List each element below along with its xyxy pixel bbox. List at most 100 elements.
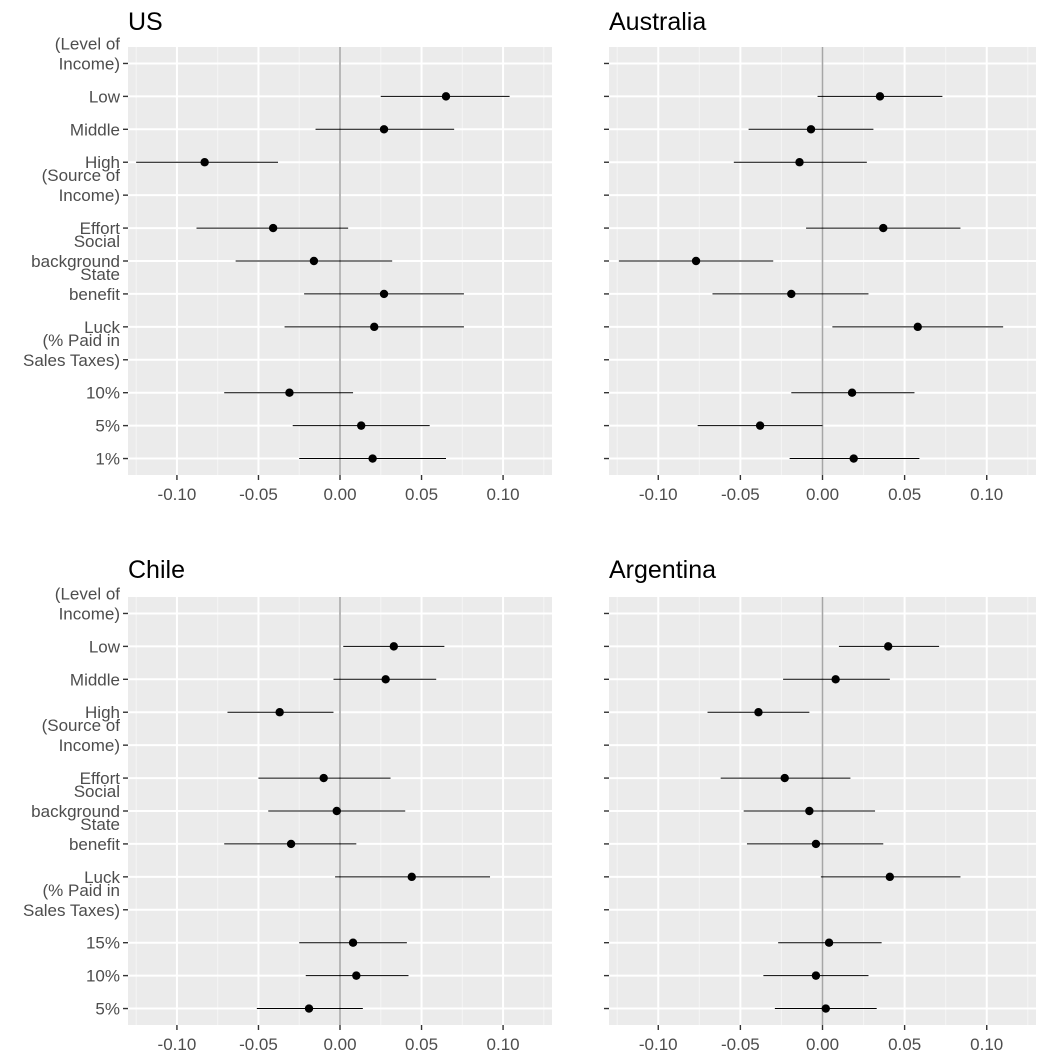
y-tick-label-line: 15% <box>86 934 120 953</box>
x-tick-label: -0.05 <box>239 485 278 504</box>
y-tick-label-line: Income) <box>59 736 120 755</box>
x-tick-label: 0.05 <box>888 485 921 504</box>
point-estimate <box>795 158 804 167</box>
y-tick-label-line: Sales Taxes) <box>23 351 120 370</box>
y-tick-label-line: State <box>80 815 120 834</box>
y-tick-label-line: background <box>31 802 120 821</box>
y-tick-label-line: Luck <box>84 868 120 887</box>
y-tick-label: 15% <box>86 934 120 953</box>
x-tick-label: 0.00 <box>323 485 356 504</box>
point-estimate <box>357 421 366 430</box>
x-tick-label: 0.10 <box>970 485 1003 504</box>
y-tick-label-line: Luck <box>84 318 120 337</box>
point-estimate <box>691 256 701 266</box>
y-tick-label: (% Paid in Sales Taxes) <box>23 331 120 370</box>
y-tick-label: Low <box>89 87 121 106</box>
y-tick-label: Middle <box>70 670 120 689</box>
y-tick-label-line: Effort <box>80 219 121 238</box>
y-tick-label: Middle <box>70 120 120 139</box>
y-tick-label-line: (Level of <box>55 584 120 603</box>
y-tick-label-line: (% Paid in <box>43 881 120 900</box>
x-tick-label: -0.05 <box>721 1035 760 1052</box>
y-tick-label: (Source of Income) <box>42 166 121 205</box>
y-tick-label: Social background <box>31 232 120 271</box>
point-estimate <box>407 872 416 882</box>
y-tick-label: (Level of Income) <box>55 34 120 73</box>
y-tick-label-line: State <box>80 265 120 284</box>
y-tick-label-line: (% Paid in <box>43 331 120 350</box>
y-tick-label: Luck <box>84 868 120 887</box>
point-estimate <box>849 454 858 463</box>
y-tick-label-line: 5% <box>95 417 120 436</box>
point-estimate <box>811 971 821 980</box>
y-tick-label: (Level of Income) <box>55 584 120 623</box>
y-tick-label-line: benefit <box>69 285 120 304</box>
y-tick-label-line: Social <box>74 232 120 251</box>
point-estimate <box>441 92 451 101</box>
point-estimate <box>304 1004 314 1013</box>
point-estimate <box>379 125 389 134</box>
x-tick-label: -0.10 <box>158 1035 197 1052</box>
panel-title: Argentina <box>609 556 716 584</box>
y-tick-label-line: (Source of <box>42 166 121 185</box>
y-tick-label-line: 5% <box>95 1000 120 1019</box>
y-tick-label-line: Low <box>89 87 121 106</box>
y-tick-label-line: High <box>85 153 120 172</box>
point-estimate <box>319 773 328 783</box>
y-tick-label: Luck <box>84 318 120 337</box>
panel-title: Australia <box>609 8 706 36</box>
x-tick-label: 0.05 <box>405 1035 438 1052</box>
x-tick-label: 0.10 <box>970 1035 1003 1052</box>
y-tick-label: Effort <box>80 219 121 238</box>
point-estimate <box>811 839 821 849</box>
y-tick-label-line: 1% <box>95 450 120 469</box>
y-tick-label-line: Social <box>74 782 120 801</box>
point-estimate <box>805 806 814 816</box>
point-estimate <box>754 708 763 717</box>
y-tick-label-line: (Level of <box>55 34 120 53</box>
point-estimate <box>787 289 796 299</box>
y-tick-label-line: Sales Taxes) <box>23 901 120 920</box>
y-tick-label-line: (Source of <box>42 716 121 735</box>
y-tick-label-line: Income) <box>59 604 120 623</box>
y-tick-label: (% Paid in Sales Taxes) <box>23 881 120 920</box>
y-tick-label: 10% <box>86 384 120 403</box>
point-estimate <box>831 675 840 684</box>
point-estimate <box>806 125 816 134</box>
point-estimate <box>381 675 390 684</box>
panel-australia: Australia -0.10 -0.05 0.00 0.05 0.10 <box>604 8 1036 504</box>
x-tick-label: -0.10 <box>158 485 197 504</box>
point-estimate <box>352 971 361 980</box>
point-estimate <box>847 388 857 397</box>
point-estimate <box>275 708 284 717</box>
point-estimate <box>780 773 789 783</box>
y-tick-label-line: Middle <box>70 120 120 139</box>
x-tick-label: 0.05 <box>405 485 438 504</box>
y-tick-label: High <box>85 703 120 722</box>
x-tick-label: 0.00 <box>323 1035 356 1052</box>
x-tick-label: -0.10 <box>639 485 678 504</box>
y-tick-label-line: 10% <box>86 384 120 403</box>
point-estimate <box>885 872 895 882</box>
panel-title: Chile <box>128 556 185 584</box>
point-estimate <box>368 454 377 463</box>
y-tick-label-line: Low <box>89 637 121 656</box>
y-tick-label-line: Income) <box>59 54 120 73</box>
y-tick-label-line: Income) <box>59 186 120 205</box>
point-estimate <box>370 322 379 332</box>
point-estimate <box>821 1004 830 1013</box>
x-tick-label: 0.00 <box>806 485 839 504</box>
panel-chile: Chile(Level of Income)LowMiddleHigh(Sourc… <box>23 556 552 1052</box>
y-tick-label: 1% <box>95 450 120 469</box>
x-tick-label: -0.10 <box>639 1035 678 1052</box>
y-tick-label-line: Effort <box>80 769 121 788</box>
y-tick-label-line: High <box>85 703 120 722</box>
y-tick-label: High <box>85 153 120 172</box>
x-tick-label: 0.10 <box>487 1035 520 1052</box>
point-estimate <box>309 256 319 266</box>
x-tick-label: -0.05 <box>721 485 760 504</box>
y-tick-label: 5% <box>95 1000 120 1019</box>
y-tick-label: Social background <box>31 782 120 821</box>
